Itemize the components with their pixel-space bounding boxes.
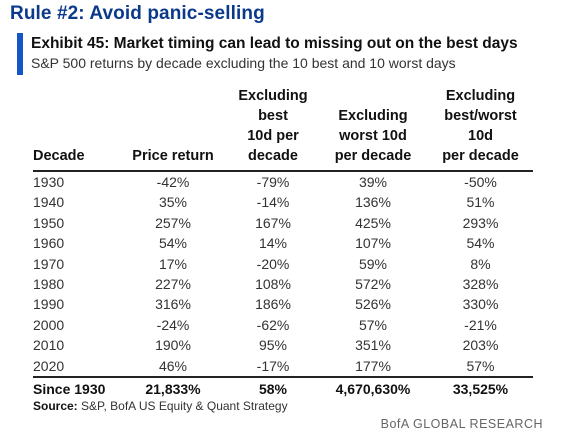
table-row: 1980 227% 108% 572% 328% <box>33 274 533 294</box>
cell-decade: 1940 <box>33 194 65 211</box>
cell-excl-worst: 59% <box>358 255 388 272</box>
source-note: Source: S&P, BofA US Equity & Quant Stra… <box>33 399 288 413</box>
rule-title: Rule #2: Avoid panic-selling <box>10 3 265 24</box>
cell-excl-worst: 177% <box>355 357 391 374</box>
cell-excl-best-worst: 51% <box>466 194 495 211</box>
cell-excl-best-worst: -21% <box>464 316 497 333</box>
source-text: S&P, BofA US Equity & Quant Strategy <box>81 399 288 413</box>
cell-price-return: 316% <box>155 296 191 313</box>
cell-total-excl-best: 58% <box>228 376 318 402</box>
cell-excl-worst: 136% <box>355 194 391 211</box>
cell-price-return: 190% <box>155 337 191 354</box>
cell-decade: 1930 <box>33 174 65 190</box>
cell-total-excl-worst: 4,670,630% <box>318 376 428 402</box>
cell-price-return: -42% <box>156 174 190 190</box>
cell-excl-best: 108% <box>255 276 291 293</box>
header-decade: Decade <box>33 86 118 172</box>
cell-price-return: -24% <box>156 316 190 333</box>
cell-excl-worst: 425% <box>355 214 391 231</box>
table-row: 1970 17% -20% 59% 8% <box>33 254 533 274</box>
cell-excl-worst: 526% <box>355 296 391 313</box>
table-total-row: Since 1930 21,833% 58% 4,670,630% 33,525… <box>33 376 533 402</box>
cell-excl-best-worst: -50% <box>464 174 497 190</box>
cell-decade: 1970 <box>33 255 65 272</box>
table-row: 1940 35% -14% 136% 51% <box>33 192 533 212</box>
cell-excl-best: 14% <box>258 235 288 252</box>
cell-price-return: 17% <box>158 255 188 272</box>
cell-decade: 2010 <box>33 337 65 354</box>
cell-excl-best-worst: 330% <box>462 296 499 313</box>
cell-excl-best: -62% <box>256 316 290 333</box>
table-row: 1960 54% 14% 107% 54% <box>33 233 533 253</box>
cell-excl-worst: 107% <box>355 235 391 252</box>
header-price-return: Price return <box>118 86 228 172</box>
cell-excl-best-worst: 328% <box>462 276 499 293</box>
cell-decade: 2020 <box>33 357 65 374</box>
table-row: 1950 257% 167% 425% 293% <box>33 213 533 233</box>
table-row: 2020 46% -17% 177% 57% <box>33 356 533 377</box>
cell-excl-best: -20% <box>256 255 290 272</box>
cell-price-return: 46% <box>158 357 188 374</box>
cell-excl-best-worst: 203% <box>462 337 499 354</box>
exhibit-accent-bar <box>17 33 23 75</box>
header-excluding-best-worst: Excluding best/worst 10d per decade <box>428 86 533 172</box>
cell-excl-best: -14% <box>256 194 290 211</box>
cell-excl-best-worst: 57% <box>466 357 495 374</box>
cell-excl-worst: 351% <box>355 337 391 354</box>
table-row: 1930 -42% -79% 39% -50% <box>33 171 533 192</box>
cell-excl-worst: 572% <box>355 276 391 293</box>
cell-excl-worst: 57% <box>358 316 388 333</box>
cell-excl-best-worst: 8% <box>470 255 491 272</box>
exhibit-title: Exhibit 45: Market timing can lead to mi… <box>31 35 518 52</box>
header-excluding-worst: Excluding worst 10d per decade <box>318 86 428 172</box>
cell-total-price-return: 21,833% <box>118 376 228 402</box>
returns-table: Decade Price return Excluding best 10d p… <box>33 86 533 402</box>
footer-brand: BofA GLOBAL RESEARCH <box>380 417 543 431</box>
cell-price-return: 257% <box>155 214 191 231</box>
cell-price-return: 227% <box>155 276 191 293</box>
cell-excl-best: 167% <box>255 214 291 231</box>
table-header-row: Decade Price return Excluding best 10d p… <box>33 86 533 172</box>
cell-decade: 2000 <box>33 316 65 333</box>
cell-excl-worst: 39% <box>358 174 388 190</box>
cell-excl-best-worst: 54% <box>466 235 495 252</box>
cell-decade: 1950 <box>33 214 65 231</box>
cell-total-label: Since 1930 <box>33 376 118 402</box>
cell-total-excl-best-worst: 33,525% <box>428 376 533 402</box>
source-label: Source: <box>33 399 78 413</box>
cell-excl-best: 95% <box>258 337 288 354</box>
cell-decade: 1960 <box>33 235 65 252</box>
header-excluding-best: Excluding best 10d per decade <box>228 86 318 172</box>
cell-excl-best: 186% <box>255 296 291 313</box>
cell-price-return: 35% <box>158 194 188 211</box>
cell-excl-best-worst: 293% <box>462 214 499 231</box>
exhibit-subtitle: S&P 500 returns by decade excluding the … <box>31 55 456 71</box>
cell-decade: 1990 <box>33 296 65 313</box>
table-row: 2010 190% 95% 351% 203% <box>33 335 533 355</box>
cell-excl-best: -17% <box>256 357 290 374</box>
cell-excl-best: -79% <box>256 174 290 190</box>
table-row: 1990 316% 186% 526% 330% <box>33 294 533 314</box>
table-row: 2000 -24% -62% 57% -21% <box>33 315 533 335</box>
cell-price-return: 54% <box>158 235 188 252</box>
cell-decade: 1980 <box>33 276 65 293</box>
